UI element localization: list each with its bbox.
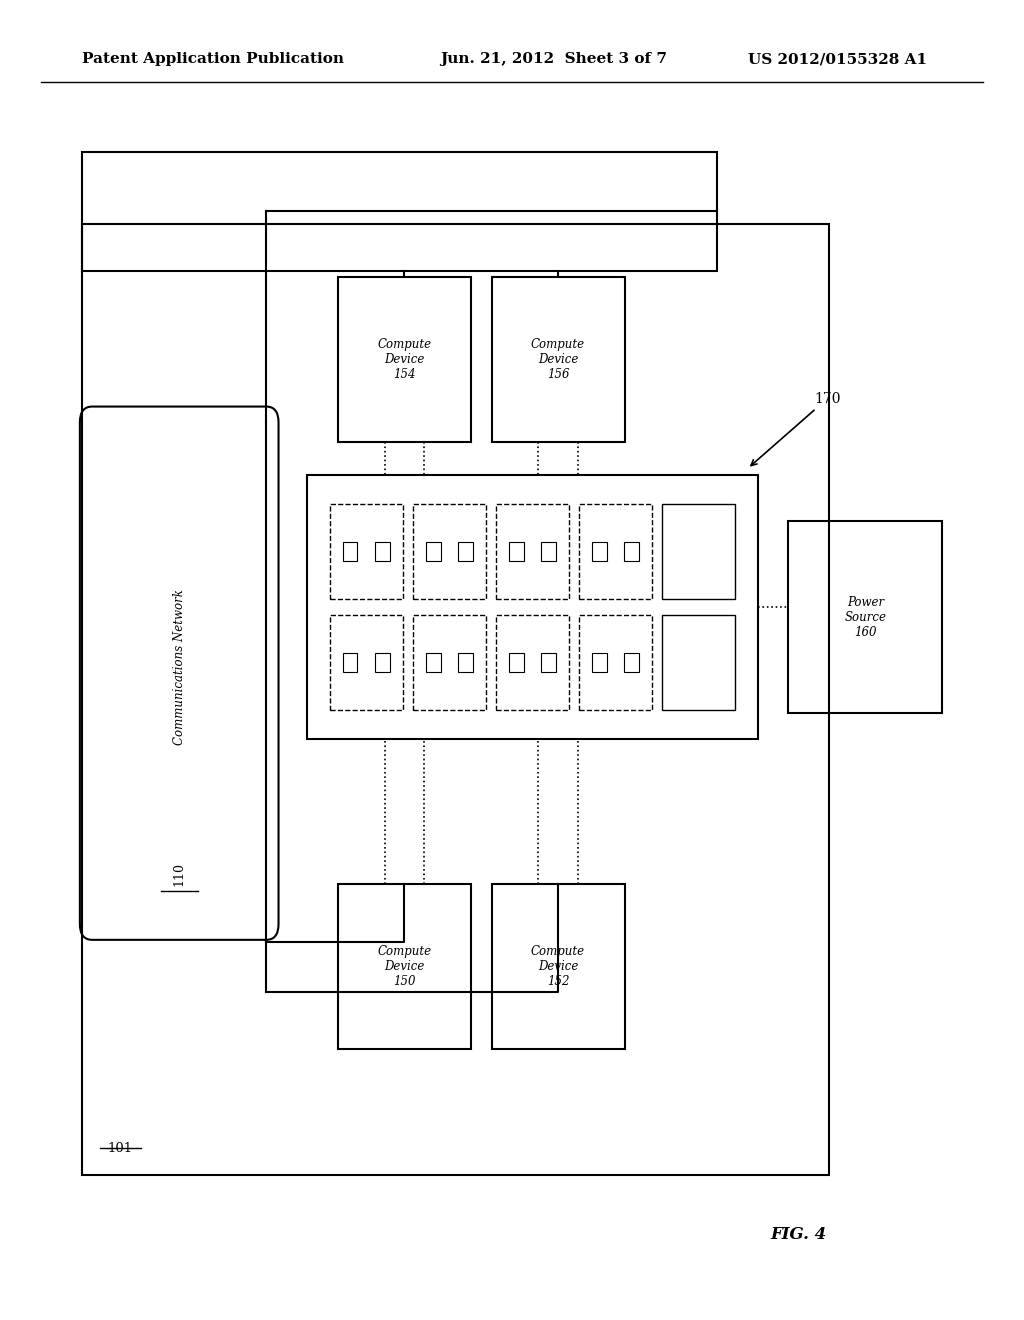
Bar <box>625 543 639 561</box>
Bar <box>330 615 402 710</box>
Bar <box>343 653 357 672</box>
Bar <box>592 653 607 672</box>
Bar <box>413 615 485 710</box>
Bar <box>496 615 569 710</box>
Bar <box>663 615 735 710</box>
Bar <box>343 543 357 561</box>
Text: Patent Application Publication: Patent Application Publication <box>82 53 344 66</box>
Bar <box>625 653 639 672</box>
Bar <box>496 504 569 599</box>
Bar <box>426 653 440 672</box>
Text: US 2012/0155328 A1: US 2012/0155328 A1 <box>748 53 927 66</box>
Bar <box>542 653 556 672</box>
Bar <box>580 504 652 599</box>
Bar <box>338 277 471 442</box>
Text: Compute
Device
150: Compute Device 150 <box>378 945 431 989</box>
Text: Power
Source
160: Power Source 160 <box>844 595 887 639</box>
Bar <box>458 543 473 561</box>
Bar <box>82 224 829 1175</box>
Bar <box>338 884 471 1049</box>
Text: Jun. 21, 2012  Sheet 3 of 7: Jun. 21, 2012 Sheet 3 of 7 <box>440 53 668 66</box>
Bar <box>307 475 758 739</box>
Bar <box>426 543 440 561</box>
Bar <box>375 653 389 672</box>
Bar <box>509 543 523 561</box>
Text: FIG. 4: FIG. 4 <box>771 1226 826 1242</box>
Bar <box>458 653 473 672</box>
Bar <box>542 543 556 561</box>
Text: Communications Network: Communications Network <box>173 589 185 744</box>
Text: Compute
Device
156: Compute Device 156 <box>531 338 585 381</box>
Bar <box>492 277 625 442</box>
Bar <box>330 504 402 599</box>
Bar <box>580 615 652 710</box>
Text: Compute
Device
152: Compute Device 152 <box>531 945 585 989</box>
Text: 101: 101 <box>108 1142 133 1155</box>
Bar <box>375 543 389 561</box>
Bar <box>413 504 485 599</box>
Bar <box>592 543 607 561</box>
Bar <box>788 521 942 713</box>
Text: Compute
Device
154: Compute Device 154 <box>378 338 431 381</box>
Text: 170: 170 <box>751 392 841 466</box>
Bar <box>509 653 523 672</box>
Bar <box>492 884 625 1049</box>
Text: 110: 110 <box>173 862 185 886</box>
Bar <box>82 152 717 271</box>
Bar <box>663 504 735 599</box>
